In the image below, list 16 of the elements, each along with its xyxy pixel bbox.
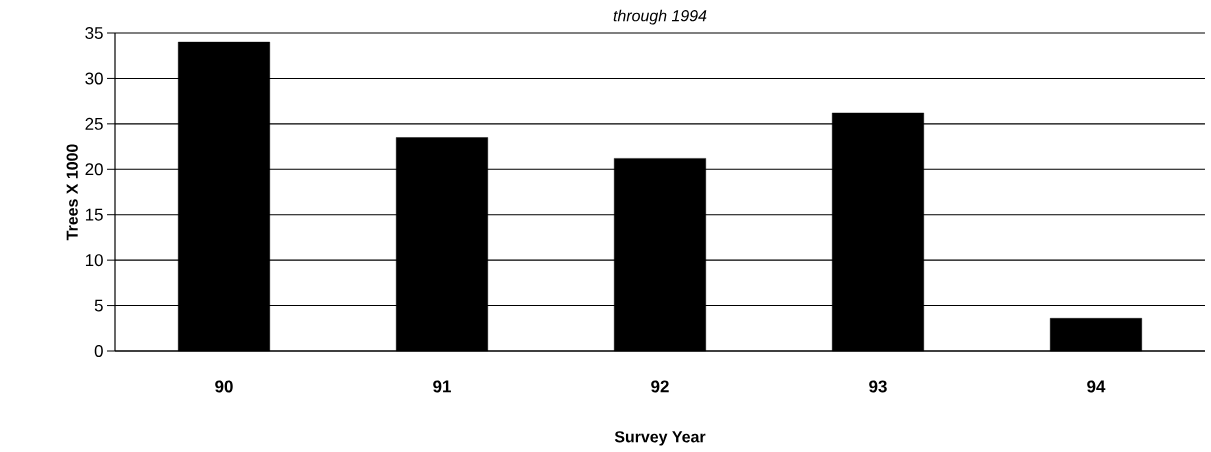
y-tick-label: 15 <box>85 208 103 221</box>
y-tick-label: 0 <box>94 345 103 357</box>
x-tick-label: 94 <box>1087 380 1106 393</box>
y-tick-label: 30 <box>85 72 103 85</box>
y-tick-label: 35 <box>85 27 103 39</box>
x-axis-title: Survey Year <box>614 431 706 446</box>
chart-title: through 1994 <box>613 9 707 25</box>
x-tick-label: 90 <box>215 380 233 393</box>
x-tick-label: 92 <box>651 380 669 393</box>
y-tick-label: 25 <box>85 117 103 130</box>
x-tick-label: 91 <box>433 380 451 393</box>
y-tick-label: 20 <box>85 163 103 176</box>
y-axis-title: Trees X 1000 <box>66 144 78 241</box>
y-tick-label: 5 <box>94 299 103 312</box>
y-tick-label: 10 <box>85 254 103 267</box>
x-tick-label: 93 <box>869 380 887 393</box>
